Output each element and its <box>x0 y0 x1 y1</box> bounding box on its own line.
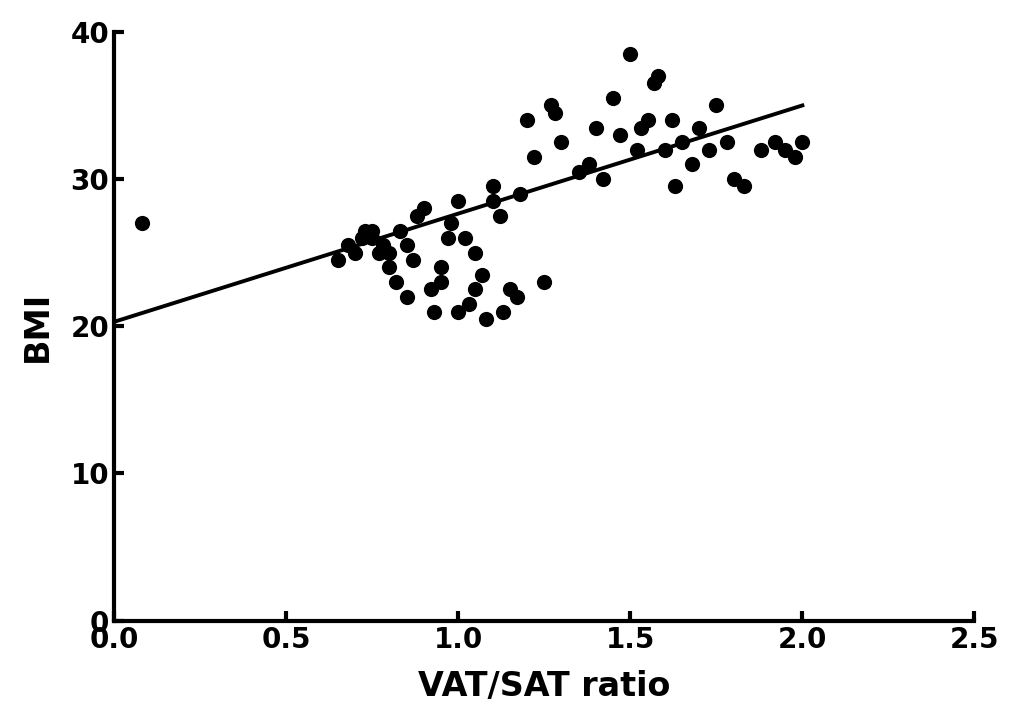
Point <box>666 180 683 192</box>
Point <box>580 159 596 170</box>
Y-axis label: BMI: BMI <box>20 290 54 362</box>
Point <box>649 70 665 82</box>
Point <box>512 188 528 200</box>
Point <box>409 210 425 222</box>
Point <box>491 210 507 222</box>
Point <box>587 122 603 133</box>
Point <box>604 92 621 104</box>
Point <box>639 114 655 126</box>
Point <box>357 224 373 236</box>
Point <box>426 306 442 317</box>
Point <box>449 306 466 317</box>
Point <box>787 151 803 163</box>
Point <box>457 232 473 244</box>
Point <box>460 298 476 310</box>
Point <box>391 224 408 236</box>
Point <box>717 136 734 148</box>
Point <box>329 254 345 266</box>
Point <box>690 122 706 133</box>
Point <box>519 114 535 126</box>
Point <box>484 180 500 192</box>
Point <box>632 122 648 133</box>
Point <box>477 313 493 324</box>
Point <box>484 195 500 207</box>
Point <box>467 284 483 295</box>
Point <box>398 240 415 251</box>
Point <box>398 291 415 303</box>
Point <box>536 277 552 288</box>
Point <box>339 240 356 251</box>
Point <box>546 107 562 119</box>
Point <box>662 114 679 126</box>
Point <box>752 144 768 156</box>
Point <box>794 136 810 148</box>
Point <box>439 232 455 244</box>
Point <box>467 247 483 258</box>
Point <box>443 217 460 229</box>
Point <box>594 173 610 185</box>
Point <box>735 180 751 192</box>
Point <box>416 203 432 214</box>
Point <box>501 284 518 295</box>
Point <box>611 129 628 140</box>
Point <box>622 48 638 59</box>
Point <box>474 269 490 280</box>
Point <box>494 306 511 317</box>
Point <box>701 144 717 156</box>
Point <box>542 100 558 111</box>
Point <box>346 247 363 258</box>
Point <box>432 277 448 288</box>
Point <box>371 247 387 258</box>
Point <box>449 195 466 207</box>
Point <box>525 151 541 163</box>
Point <box>629 144 645 156</box>
X-axis label: VAT/SAT ratio: VAT/SAT ratio <box>418 670 669 703</box>
Point <box>381 261 397 273</box>
Point <box>432 261 448 273</box>
Point <box>552 136 569 148</box>
Point <box>405 254 421 266</box>
Point <box>725 173 741 185</box>
Point <box>133 217 150 229</box>
Point <box>364 224 380 236</box>
Point <box>570 166 586 177</box>
Point <box>707 100 723 111</box>
Point <box>388 277 405 288</box>
Point <box>374 240 390 251</box>
Point <box>381 247 397 258</box>
Point <box>656 144 673 156</box>
Point <box>354 232 370 244</box>
Point <box>422 284 438 295</box>
Point <box>684 159 700 170</box>
Point <box>776 144 793 156</box>
Point <box>646 77 662 89</box>
Point <box>674 136 690 148</box>
Point <box>766 136 783 148</box>
Point <box>364 232 380 244</box>
Point <box>508 291 525 303</box>
